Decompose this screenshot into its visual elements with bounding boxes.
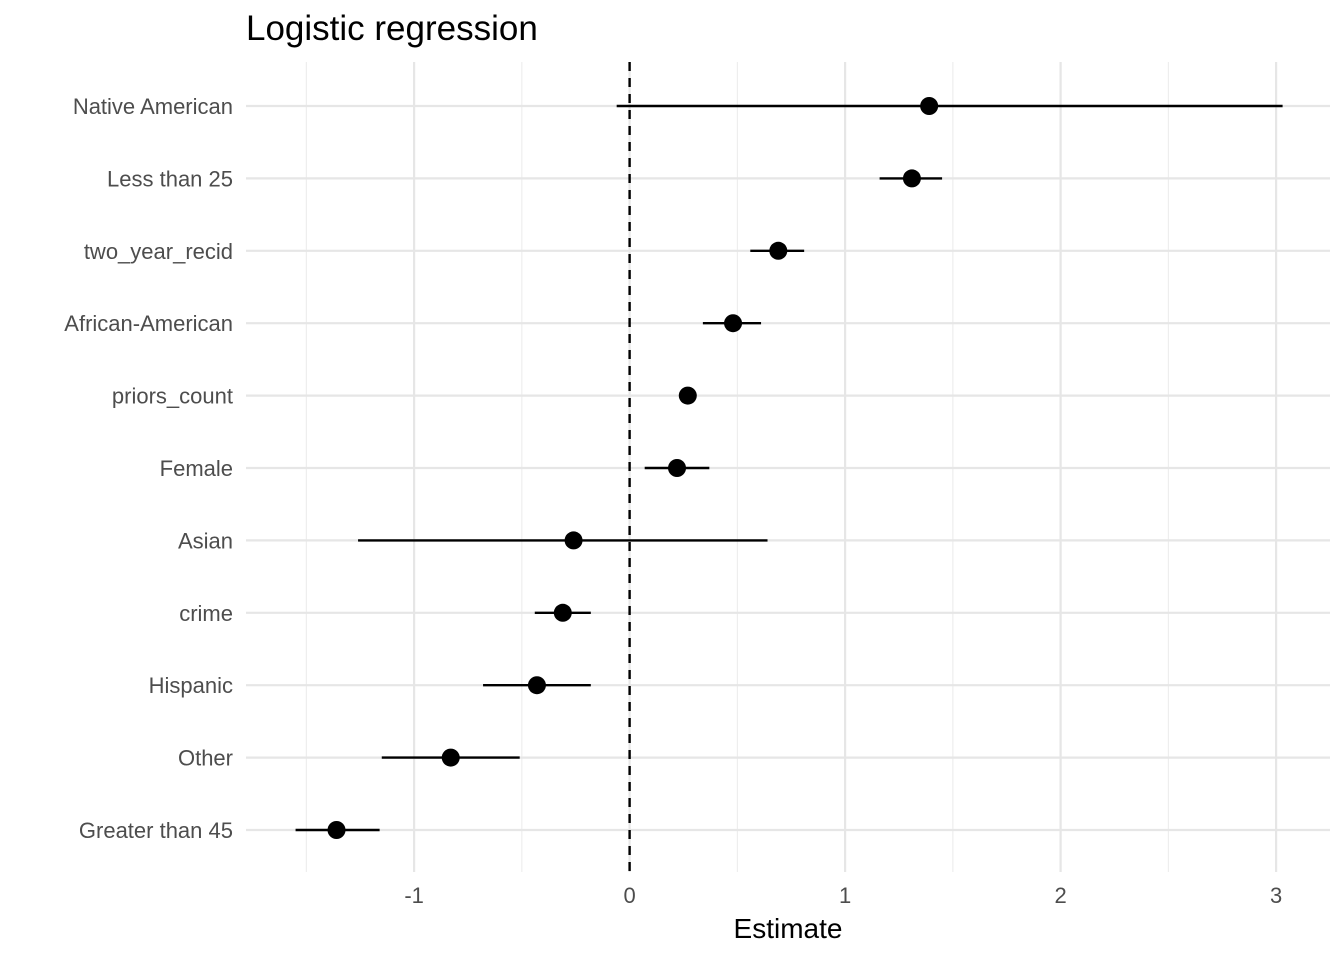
term-label: African-American (64, 311, 233, 336)
estimate-point (920, 97, 939, 115)
x-tick-label: 2 (1054, 883, 1066, 908)
x-tick-label: -1 (404, 883, 424, 908)
estimate-point (902, 169, 921, 188)
term-label: crime (179, 601, 233, 626)
term-label: Less than 25 (107, 166, 233, 191)
term-label: Other (178, 746, 233, 771)
x-tick-label: 1 (839, 883, 851, 908)
term-label: Native American (73, 94, 233, 119)
estimate-point (724, 314, 743, 333)
term-labels: Native American Less than 25 two_year_reci… (64, 94, 233, 843)
term-label: Asian (178, 528, 233, 553)
estimate-point (553, 603, 572, 622)
term-label: Greater than 45 (79, 818, 233, 843)
x-axis-title: Estimate (734, 913, 843, 944)
x-tick-label: 3 (1270, 883, 1282, 908)
term-label: Female (160, 456, 233, 481)
estimate-point (327, 821, 346, 839)
estimate-point (769, 241, 788, 260)
coefficient-marks (295, 97, 1283, 839)
term-label: priors_count (112, 384, 233, 409)
estimate-point (668, 459, 687, 477)
term-label: two_year_recid (84, 239, 233, 264)
x-axis-ticks: -1 0 1 2 3 (404, 883, 1282, 908)
estimate-point (441, 748, 460, 767)
estimate-point (678, 386, 697, 405)
chart-title: Logistic regression (246, 9, 538, 48)
term-label: Hispanic (149, 673, 233, 698)
estimate-point (564, 531, 583, 550)
x-tick-label: 0 (623, 883, 635, 908)
estimate-point (527, 676, 546, 695)
